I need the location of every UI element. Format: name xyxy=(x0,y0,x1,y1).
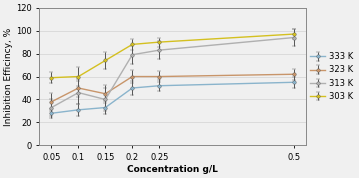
Y-axis label: Inhibition Efficincy, %: Inhibition Efficincy, % xyxy=(4,27,13,126)
Legend: 333 K, 323 K, 313 K, 303 K: 333 K, 323 K, 313 K, 303 K xyxy=(309,51,355,103)
X-axis label: Concentration g/L: Concentration g/L xyxy=(127,165,218,174)
